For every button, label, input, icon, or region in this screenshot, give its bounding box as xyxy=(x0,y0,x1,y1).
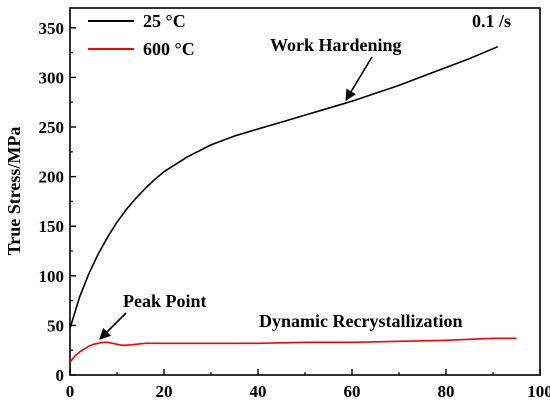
legend: 25 °C 600 °C xyxy=(88,11,195,59)
y-tick-label: 0 xyxy=(56,366,65,385)
x-tick-label: 20 xyxy=(156,382,173,401)
x-tick-label: 40 xyxy=(250,382,267,401)
y-tick-label: 350 xyxy=(39,19,65,38)
peak-point-arrow xyxy=(99,312,127,340)
x-tick-label: 80 xyxy=(438,382,455,401)
work-hardening-label: Work Hardening xyxy=(270,35,402,55)
x-tick-label: 60 xyxy=(344,382,361,401)
y-axis-label: True Stress/MPa xyxy=(4,127,24,256)
legend-label-series-2: 600 °C xyxy=(143,39,195,59)
y-tick-label: 200 xyxy=(39,168,65,187)
y-tick-label: 300 xyxy=(39,68,65,87)
legend-label-series-1: 25 °C xyxy=(143,11,186,31)
peak-point-label: Peak Point xyxy=(123,291,207,311)
y-tick-label: 250 xyxy=(39,118,65,137)
work-hardening-arrow xyxy=(345,56,373,101)
x-tick-label: 0 xyxy=(66,382,75,401)
series-line-2 xyxy=(69,337,517,363)
y-tick-label: 50 xyxy=(47,316,64,335)
dynamic-recrystallization-label: Dynamic Recrystallization xyxy=(259,311,462,331)
ticks-layer: 0 20 40 60 80 100 0 50 100 150 200 250 300 350 xyxy=(39,19,550,401)
strain-rate-label: 0.1 /s xyxy=(472,11,511,31)
y-tick-label: 150 xyxy=(39,217,65,236)
series-layer xyxy=(69,45,517,363)
series-line-1 xyxy=(69,45,499,329)
y-tick-label: 100 xyxy=(39,267,65,286)
x-tick-label: 100 xyxy=(527,382,550,401)
